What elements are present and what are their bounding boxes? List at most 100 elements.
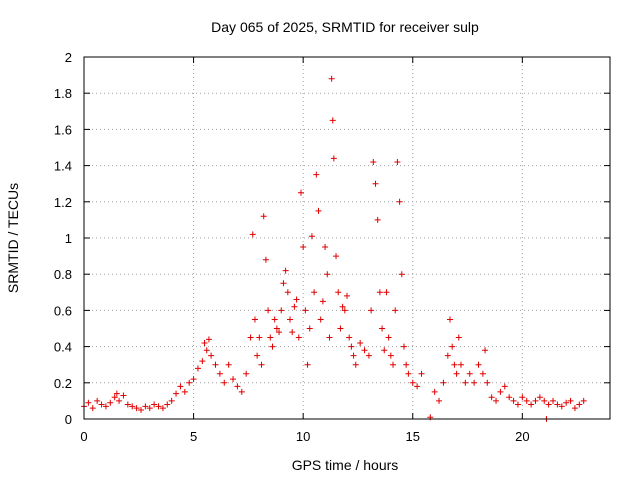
data-point xyxy=(181,388,188,395)
data-point xyxy=(98,401,105,408)
data-point xyxy=(337,325,344,332)
data-point xyxy=(365,352,372,359)
data-point xyxy=(451,361,458,368)
data-point xyxy=(405,370,412,377)
data-point xyxy=(304,361,311,368)
data-point xyxy=(116,397,123,404)
data-point xyxy=(194,365,201,372)
data-point xyxy=(370,158,377,165)
data-point xyxy=(251,316,258,323)
data-point xyxy=(403,361,410,368)
data-point xyxy=(289,329,296,336)
data-point xyxy=(273,325,280,332)
data-point xyxy=(383,289,390,296)
y-tick-label: 0.4 xyxy=(54,340,72,355)
data-point xyxy=(107,399,114,406)
data-point xyxy=(159,405,166,412)
data-point xyxy=(479,370,486,377)
data-point xyxy=(394,158,401,165)
data-point xyxy=(212,361,219,368)
data-point xyxy=(199,358,206,365)
data-point xyxy=(510,397,517,404)
data-point xyxy=(293,296,300,303)
data-point xyxy=(306,325,313,332)
y-tick-label: 0.8 xyxy=(54,267,72,282)
data-point xyxy=(205,336,212,343)
data-point xyxy=(462,379,469,386)
data-point xyxy=(501,383,508,390)
data-point xyxy=(269,343,276,350)
data-point xyxy=(190,376,197,383)
x-axis-label: GPS time / hours xyxy=(292,457,399,473)
y-tick-label: 1.6 xyxy=(54,122,72,137)
data-point xyxy=(571,405,578,412)
data-point xyxy=(254,352,261,359)
data-point xyxy=(455,334,462,341)
data-point xyxy=(541,397,548,404)
x-tick-label: 15 xyxy=(406,429,420,444)
y-tick-label: 2 xyxy=(65,50,72,65)
data-point xyxy=(260,213,267,220)
data-point xyxy=(414,383,421,390)
data-point xyxy=(333,253,340,260)
data-point xyxy=(230,376,237,383)
x-tick-label: 20 xyxy=(515,429,529,444)
data-point xyxy=(137,406,144,413)
data-point xyxy=(348,343,355,350)
data-point xyxy=(284,289,291,296)
data-point xyxy=(324,271,331,278)
data-point xyxy=(466,370,473,377)
data-point xyxy=(247,334,254,341)
chart-title: Day 065 of 2025, SRMTID for receiver sul… xyxy=(211,19,479,35)
data-point xyxy=(133,405,140,412)
data-point xyxy=(361,347,368,354)
data-point xyxy=(262,256,269,263)
data-point xyxy=(488,394,495,401)
data-point xyxy=(580,397,587,404)
data-point xyxy=(113,390,120,397)
data-point xyxy=(142,403,149,410)
data-point xyxy=(271,316,278,323)
data-point xyxy=(398,271,405,278)
x-tick-label: 0 xyxy=(80,429,87,444)
data-point xyxy=(201,339,208,346)
data-point xyxy=(523,397,530,404)
data-point xyxy=(536,394,543,401)
data-point xyxy=(376,289,383,296)
data-point xyxy=(558,403,565,410)
data-point xyxy=(390,361,397,368)
data-point xyxy=(322,244,329,251)
grid-lines xyxy=(84,57,610,419)
data-point xyxy=(225,361,232,368)
data-point xyxy=(216,370,223,377)
data-point xyxy=(457,361,464,368)
data-point xyxy=(85,399,92,406)
data-point xyxy=(256,334,263,341)
data-point xyxy=(352,361,359,368)
data-point xyxy=(129,403,136,410)
x-tick-label: 10 xyxy=(296,429,310,444)
plot-frame xyxy=(83,56,611,420)
data-point xyxy=(249,231,256,238)
data-point xyxy=(563,399,570,406)
data-point xyxy=(440,379,447,386)
data-point xyxy=(444,352,451,359)
data-point xyxy=(453,370,460,377)
data-point xyxy=(379,325,386,332)
data-point xyxy=(111,394,118,401)
data-point xyxy=(344,292,350,299)
data-point xyxy=(238,388,245,395)
axis-ticks: 00.20.40.60.811.21.41.61.820 5 10 15 20 xyxy=(54,50,610,444)
data-point xyxy=(186,379,193,386)
data-point xyxy=(385,334,392,341)
data-point xyxy=(532,397,539,404)
data-point xyxy=(124,401,131,408)
data-point xyxy=(146,405,153,412)
data-point xyxy=(319,298,326,305)
data-point xyxy=(297,189,304,196)
data-point xyxy=(372,180,379,187)
data-point xyxy=(317,316,324,323)
y-tick-label: 1 xyxy=(65,231,72,246)
data-point xyxy=(493,397,500,404)
